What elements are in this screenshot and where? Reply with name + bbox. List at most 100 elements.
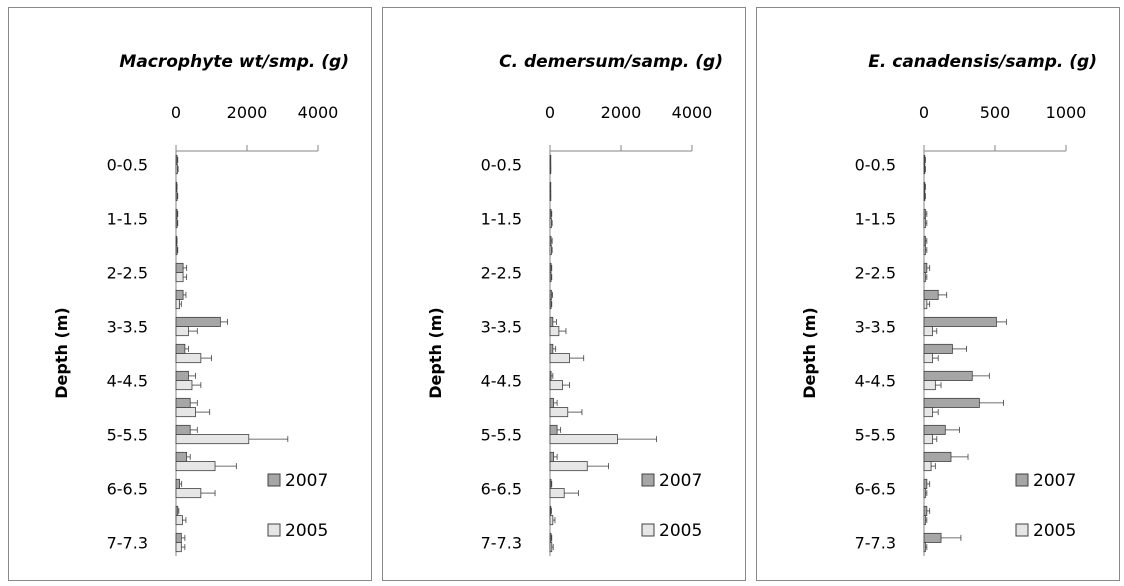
bar-2005 xyxy=(549,542,553,553)
chart-svg: C. demersum/samp. (g) 0 2000 4000 Depth (m) 0… xyxy=(426,52,723,556)
legend-swatch-2005 xyxy=(1015,523,1029,537)
x-tick-label: 1000 xyxy=(1046,103,1087,122)
chart-panel-macrophyte: Macrophyte wt/smp. (g) 0 2000 4000 Depth (m)… xyxy=(8,7,372,581)
bar-2007 xyxy=(923,424,946,435)
legend-label-2005: 2005 xyxy=(285,521,328,541)
bar-2005 xyxy=(923,299,928,310)
chart-title: Macrophyte wt/smp. (g) xyxy=(119,52,349,72)
bar-2007 xyxy=(549,532,552,543)
bar-2007 xyxy=(175,343,186,354)
bar-2005 xyxy=(175,488,202,499)
legend-swatch-2005 xyxy=(267,523,281,537)
bar-2005 xyxy=(175,542,182,553)
bar-2005 xyxy=(923,434,933,445)
y-tick-label: 3-3.5 xyxy=(107,318,148,337)
bar-2007 xyxy=(923,289,939,300)
y-tick-label: 2-2.5 xyxy=(855,264,896,283)
chart-panel-c-demersum: C. demersum/samp. (g) 0 2000 4000 Depth (m) 0… xyxy=(382,7,746,581)
bar-2007 xyxy=(175,451,188,462)
bar-2007 xyxy=(549,424,558,435)
bar-2005 xyxy=(923,245,926,256)
chart-svg: E. canadensis/samp. (g) 0 500 1000 Depth (m)… xyxy=(800,52,1097,556)
y-tick-label: 6-6.5 xyxy=(481,480,522,499)
bar-2005 xyxy=(175,245,178,256)
x-tick-label: 0 xyxy=(545,103,555,122)
y-tick-label: 4-4.5 xyxy=(107,372,148,391)
x-tick-label: 0 xyxy=(171,103,181,122)
chart-svg: Macrophyte wt/smp. (g) 0 2000 4000 Depth (m)… xyxy=(52,52,349,556)
bar-2007 xyxy=(549,505,552,516)
legend-label-2007: 2007 xyxy=(1033,471,1076,491)
y-tick-label: 6-6.5 xyxy=(107,480,148,499)
chart-panel-e-canadensis: E. canadensis/samp. (g) 0 500 1000 Depth (m)… xyxy=(756,7,1120,581)
x-tick-label: 0 xyxy=(919,103,929,122)
y-tick-label: 4-4.5 xyxy=(481,372,522,391)
y-tick-label: 7-7.3 xyxy=(855,534,896,553)
bar-2007 xyxy=(549,370,552,381)
bar-2007 xyxy=(923,154,926,165)
bar-2007 xyxy=(175,397,191,408)
bar-2007 xyxy=(923,262,928,273)
bar-2005 xyxy=(923,272,926,283)
bar-2007 xyxy=(549,397,554,408)
bar-2007 xyxy=(549,451,554,462)
bar-2007 xyxy=(175,370,189,381)
bar-2005 xyxy=(549,299,552,310)
bar-2005 xyxy=(923,326,933,337)
bar-2007 xyxy=(549,208,552,219)
bar-2005 xyxy=(923,461,932,472)
bar-2005 xyxy=(549,407,569,418)
bar-2007 xyxy=(923,370,973,381)
bar-2005 xyxy=(175,461,216,472)
legend-swatch-2007 xyxy=(1015,473,1029,487)
bar-2005 xyxy=(549,434,618,445)
bar-2007 xyxy=(549,262,552,273)
bar-2005 xyxy=(549,326,560,337)
y-tick-label: 0-0.5 xyxy=(107,156,148,175)
bar-2007 xyxy=(175,424,191,435)
bar-2005 xyxy=(175,353,202,364)
y-tick-label: 1-1.5 xyxy=(481,210,522,229)
bar-2005 xyxy=(923,353,933,364)
bar-2005 xyxy=(923,164,926,175)
y-axis-title: Depth (m) xyxy=(800,307,819,399)
y-tick-label: 2-2.5 xyxy=(107,264,148,283)
bar-2005 xyxy=(549,353,570,364)
bar-2007 xyxy=(549,343,554,354)
bar-2005 xyxy=(549,515,554,526)
bar-2005 xyxy=(923,218,926,229)
bar-2005 xyxy=(549,380,563,391)
bar-2007 xyxy=(175,262,184,273)
y-tick-label: 5-5.5 xyxy=(107,426,148,445)
x-tick-label: 2000 xyxy=(601,103,642,122)
bar-2005 xyxy=(175,380,193,391)
chart-title: C. demersum/samp. (g) xyxy=(499,52,723,72)
y-tick-label: 7-7.3 xyxy=(107,534,148,553)
bar-2007 xyxy=(923,478,928,489)
bar-2005 xyxy=(549,218,552,229)
bar-2005 xyxy=(175,326,189,337)
bar-2005 xyxy=(923,191,926,202)
y-tick-label: 1-1.5 xyxy=(855,210,896,229)
bar-2005 xyxy=(923,515,926,526)
y-tick-label: 5-5.5 xyxy=(855,426,896,445)
legend-label-2005: 2005 xyxy=(1033,521,1076,541)
bar-2007 xyxy=(923,235,926,246)
y-tick-label: 2-2.5 xyxy=(481,264,522,283)
bar-2005 xyxy=(549,245,552,256)
y-tick-label: 1-1.5 xyxy=(107,210,148,229)
bar-2005 xyxy=(923,380,936,391)
legend-swatch-2007 xyxy=(641,473,655,487)
bar-2007 xyxy=(175,154,178,165)
bar-2007 xyxy=(923,343,953,354)
bar-2005 xyxy=(923,488,926,499)
x-tick-label: 500 xyxy=(980,103,1011,122)
bar-2007 xyxy=(549,316,554,327)
bar-2007 xyxy=(923,451,952,462)
chart-title: E. canadensis/samp. (g) xyxy=(868,52,1097,72)
y-axis-title: Depth (m) xyxy=(426,307,445,399)
y-tick-label: 3-3.5 xyxy=(481,318,522,337)
bar-2005 xyxy=(175,299,180,310)
bar-2005 xyxy=(175,407,196,418)
bar-2005 xyxy=(175,191,178,202)
